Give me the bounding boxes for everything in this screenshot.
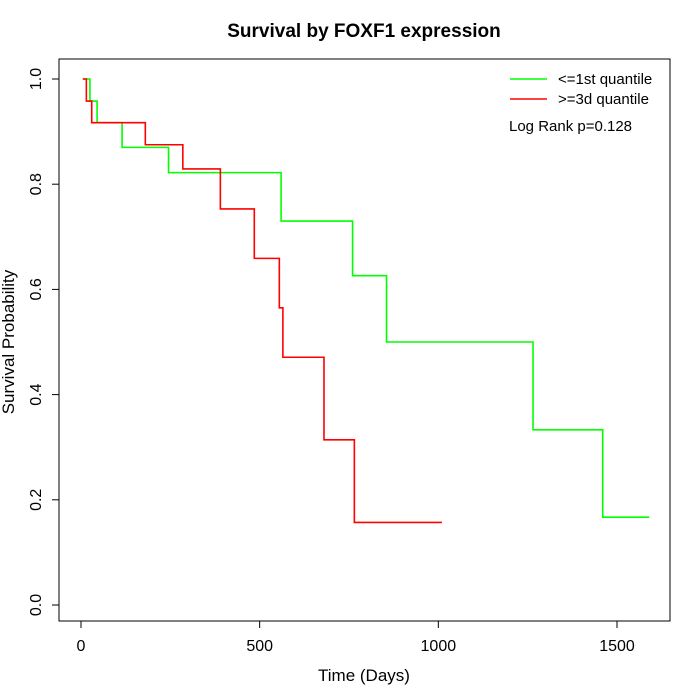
y-tick-label: 0.6 (28, 278, 45, 300)
legend-label: >=3d quantile (558, 91, 649, 108)
y-tick-label: 0.8 (28, 173, 45, 195)
y-tick-label: 1.0 (28, 68, 45, 90)
y-tick-label: 0.2 (28, 489, 45, 511)
plot-frame (58, 58, 671, 622)
survival-curve-series-1 (82, 78, 650, 518)
x-tick-label: 500 (246, 638, 273, 655)
x-tick-label: 1500 (599, 638, 635, 655)
survival-curve-series-2 (82, 78, 442, 524)
legend-label: <=1st quantile (558, 71, 652, 88)
y-tick-label: 0.0 (28, 594, 45, 616)
y-axis-label: Survival Probability (0, 269, 18, 414)
x-tick-label: 1000 (421, 638, 457, 655)
legend: <=1st quantile >=3d quantile (510, 71, 652, 108)
x-axis: 0 500 1000 1500 (77, 620, 635, 655)
x-tick-label: 0 (77, 638, 86, 655)
log-rank-annotation: Log Rank p=0.128 (509, 118, 632, 135)
chart-title: Survival by FOXF1 expression (227, 21, 501, 42)
series-layer (82, 78, 650, 524)
y-axis: 0.0 0.2 0.4 0.6 0.8 1.0 (28, 68, 60, 616)
x-axis-label: Time (Days) (318, 666, 410, 685)
y-tick-label: 0.4 (28, 383, 45, 405)
